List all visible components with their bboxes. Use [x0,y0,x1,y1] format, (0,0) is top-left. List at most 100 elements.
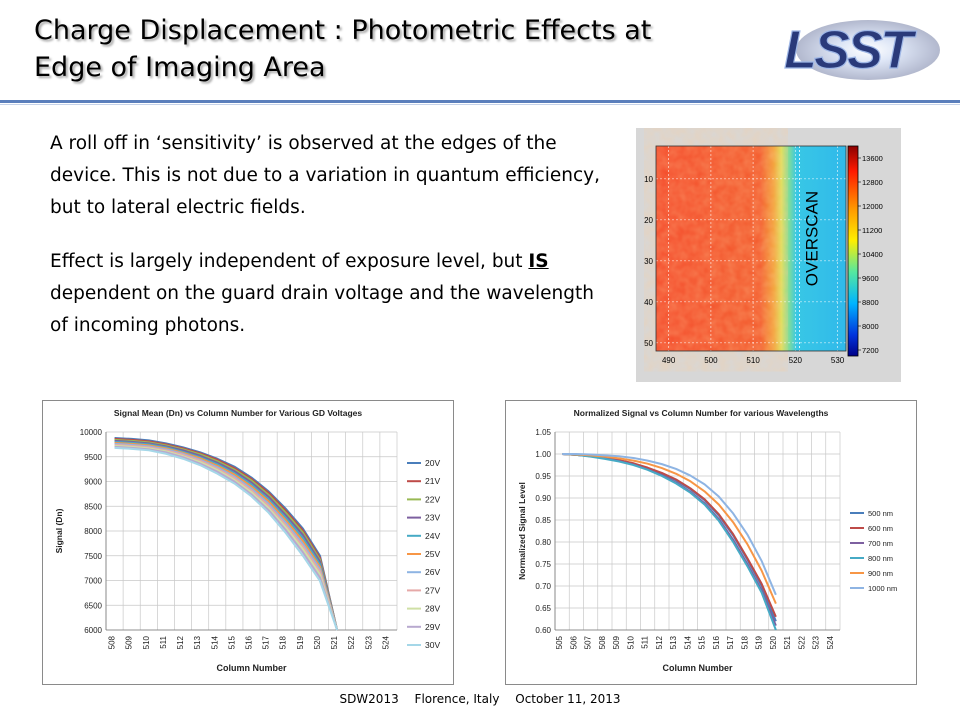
x-tick-label: 515 [698,635,707,649]
y-tick-label: 7000 [84,577,102,586]
x-tick-label: 509 [125,635,134,649]
series-line [562,453,777,596]
lsst-logo-text: LSST [784,20,917,80]
x-tick-label: 518 [279,635,288,649]
legend-label: 700 nm [868,539,893,548]
heatmap-y-tick: 40 [644,298,653,307]
overscan-heatmap: 13600 12800 12000 11200 10400 9600 8800 8000 720… [636,128,901,382]
x-tick-label: 511 [641,635,650,648]
y-axis-label: Normalized Signal Level [517,482,527,580]
legend-label: 21V [425,476,440,486]
y-tick-label: 9500 [84,453,102,462]
footer-place: Florence, Italy [414,692,500,706]
legend-label: 24V [425,531,440,541]
chart-legend: 500 nm 600 nm 700 nm 800 nm 900 nm 1000 nm [850,509,897,593]
x-tick-label: 520 [769,635,778,649]
legend-label: 20V [425,458,440,468]
x-tick-label: 507 [584,635,593,649]
title-rule [0,100,960,103]
slide-title-line2: Edge of Imaging Area [34,52,326,83]
chart-frame [505,400,917,685]
heatmap-y-tick: 30 [644,257,653,266]
series-group [562,453,777,631]
x-tick-label: 523 [812,635,821,649]
x-tick-label: 513 [669,635,678,649]
y-tick-label: 0.85 [535,516,551,525]
heatmap-colorbar [847,145,859,357]
colorbar-tick-label: 9600 [862,274,879,283]
x-tick-label: 510 [626,635,635,649]
slide-title: Charge Displacement : Photometric Effect… [34,12,734,86]
x-tick-label: 519 [296,635,305,649]
lsst-logo: LSST [783,19,940,81]
title-rule-shadow [0,104,960,105]
chart-title: Normalized Signal vs Column Number for v… [574,408,829,418]
x-tick-label: 521 [783,635,792,649]
x-tick-label: 508 [108,635,117,649]
legend-label: 800 nm [868,554,893,563]
paragraph-2: Effect is largely independent of exposur… [50,246,610,342]
heatmap-x-tick: 520 [789,356,803,365]
colorbar-tick-label: 10400 [862,250,883,259]
legend-label: 600 nm [868,524,893,533]
x-axis-label: Column Number [662,663,732,673]
paragraph-2-emphasis: IS [528,251,549,272]
heatmap-x-tick: 490 [662,356,676,365]
x-tick-label: 518 [740,635,749,649]
legend-label: 22V [425,494,440,504]
slide-title-line1: Charge Displacement : Photometric Effect… [34,15,652,46]
x-tick-label: 514 [683,635,692,649]
body-text: A roll off in ‘sensitivity’ is observed … [50,128,610,364]
y-tick-label: 0.95 [535,472,551,481]
legend-label: 29V [425,622,440,632]
y-tick-label: 0.80 [535,538,551,547]
series-group [114,436,339,631]
chart-legend: 20V 21V 22V 23V 24V 25V 26V 27V 28V 29V 30V [407,458,440,650]
x-tick-label: 523 [364,635,373,649]
x-tick-label: 517 [262,635,271,649]
legend-label: 1000 nm [868,584,897,593]
y-tick-label: 7500 [84,552,102,561]
y-tick-label: 6500 [84,601,102,610]
y-tick-label: 0.75 [535,560,551,569]
x-tick-label: 511 [159,635,168,648]
wavelength-chart: Normalized Signal vs Column Number for v… [505,400,917,685]
x-tick-label: 517 [726,635,735,649]
footer-event: SDW2013 [339,692,399,706]
paragraph-1: A roll off in ‘sensitivity’ is observed … [50,133,600,218]
x-tick-label: 505 [555,635,564,649]
legend-label: 26V [425,567,440,577]
colorbar-tick-label: 13600 [862,154,883,163]
overscan-label: OVERSCAN [803,191,822,286]
heatmap-frame [655,145,847,352]
x-tick-label: 519 [755,635,764,649]
legend-label: 23V [425,513,440,523]
y-tick-label: 1.00 [535,450,551,459]
series-line [114,446,339,631]
legend-label: 900 nm [868,569,893,578]
y-tick-label: 9000 [84,478,102,487]
legend-label: 30V [425,640,440,650]
colorbar-tick-label: 7200 [862,346,879,355]
x-tick-label: 522 [347,635,356,649]
y-tick-label: 0.90 [535,494,551,503]
y-tick-label: 6000 [84,626,102,635]
y-tick-label: 0.70 [535,582,551,591]
x-tick-label: 514 [210,635,219,649]
chart-title: Signal Mean (Dn) vs Column Number for Va… [114,408,363,418]
y-tick-label: 8500 [84,502,102,511]
legend-label: 500 nm [868,509,893,518]
y-tick-label: 0.65 [535,604,551,613]
heatmap-y-tick: 20 [644,216,653,225]
y-tick-label: 8000 [84,527,102,536]
colorbar-tick-label: 8000 [862,322,879,331]
y-tick-label: 1.05 [535,428,551,437]
series-line [562,453,777,604]
colorbar-tick-label: 11200 [862,226,882,235]
x-tick-label: 520 [313,635,322,649]
x-tick-label: 522 [797,635,806,649]
heatmap-y-tick: 50 [644,339,653,348]
heatmap-x-tick: 500 [704,356,718,365]
x-tick-label: 515 [227,635,236,649]
heatmap-x-tick: 530 [831,356,845,365]
